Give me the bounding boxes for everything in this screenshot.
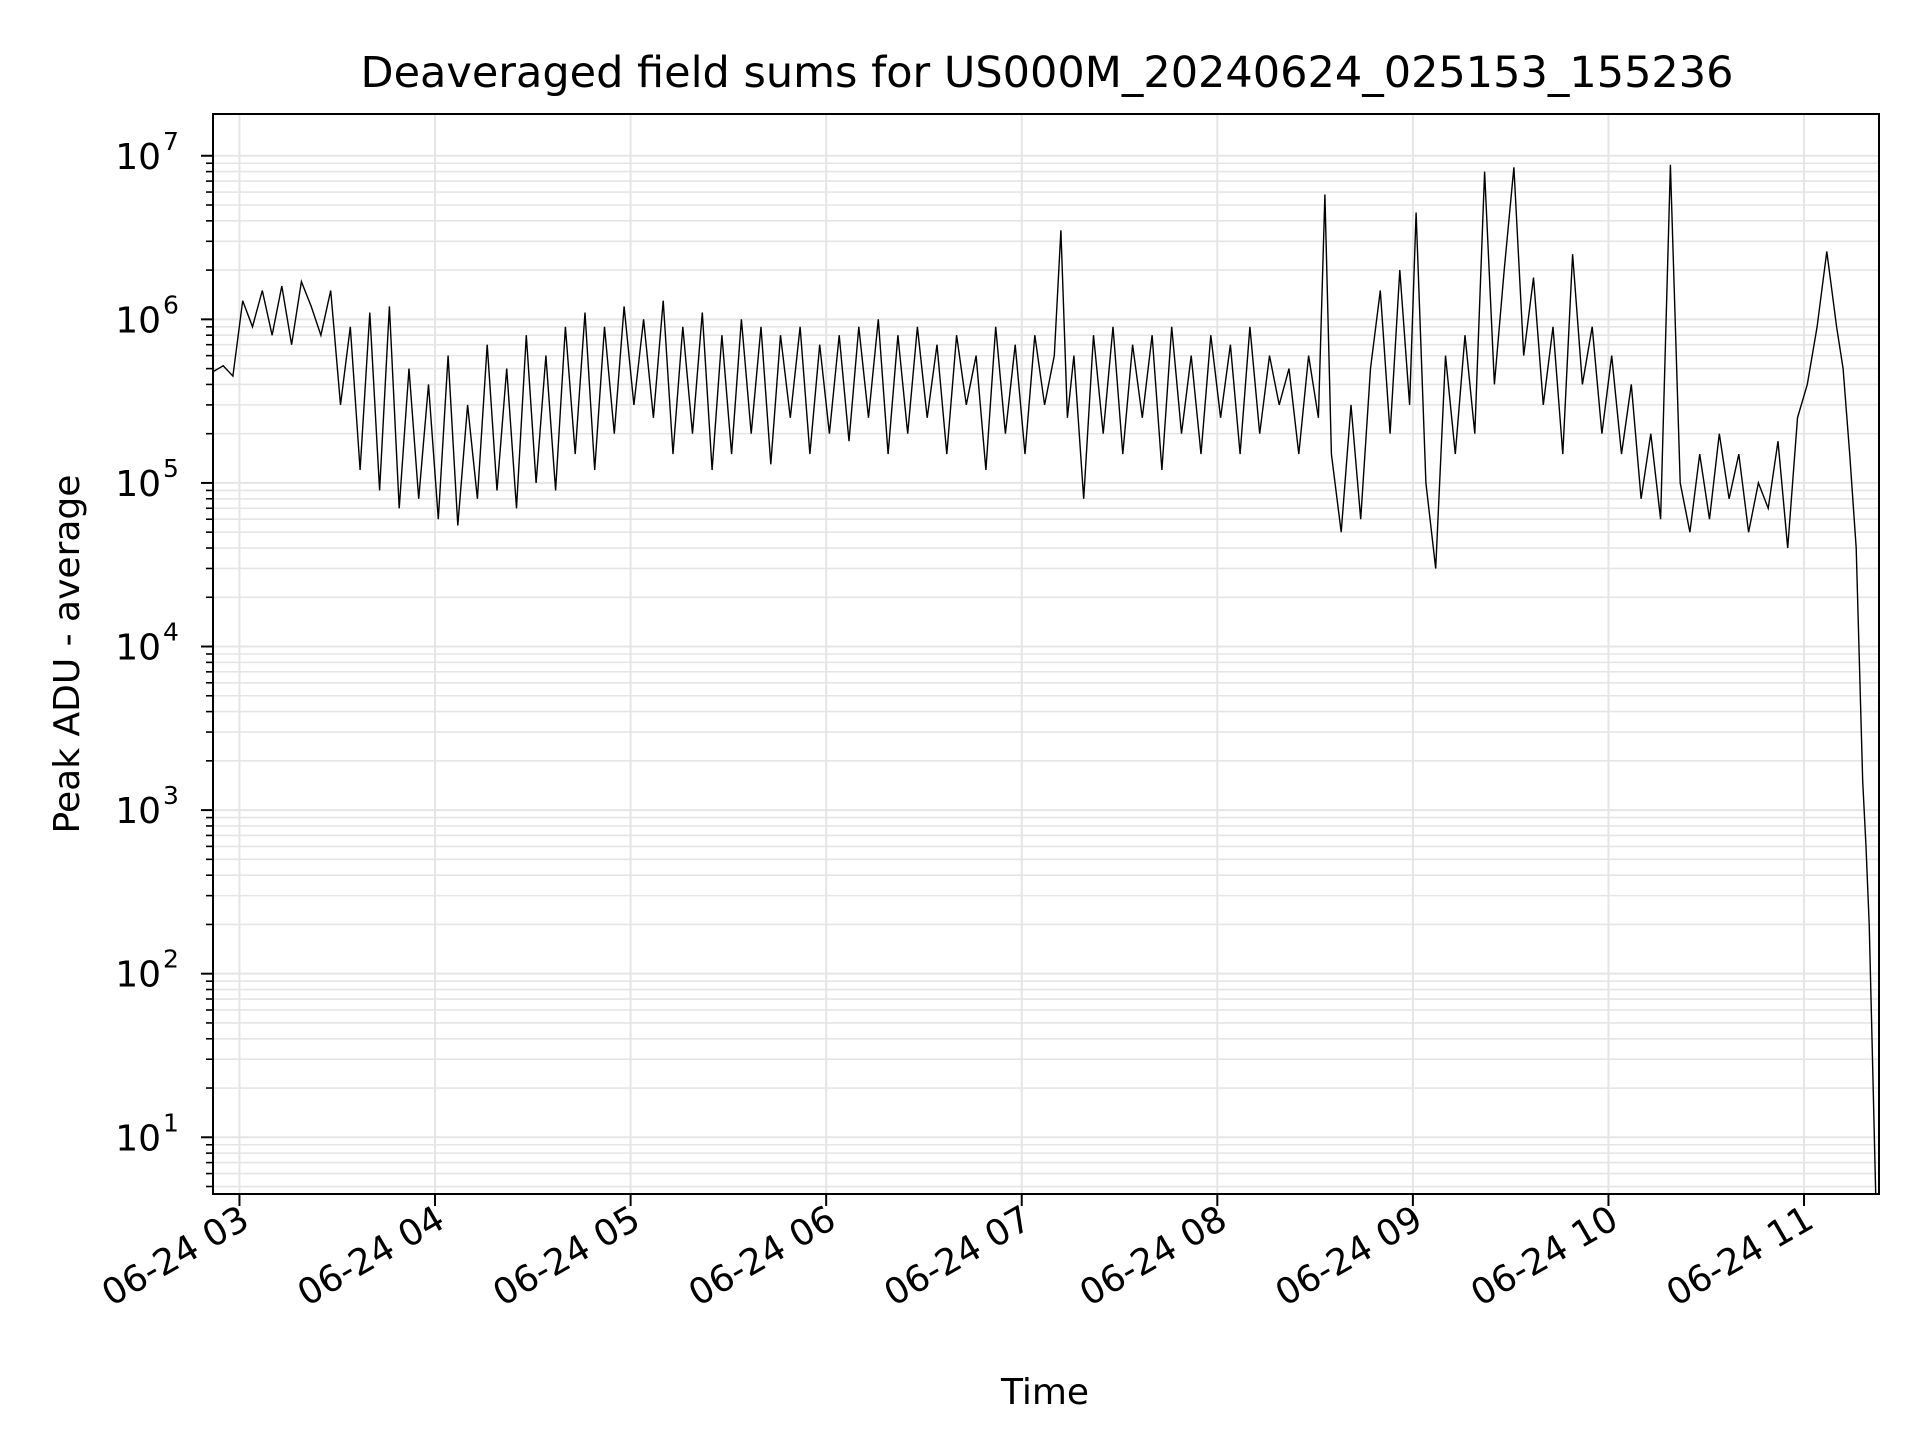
plot-frame <box>212 113 1880 1195</box>
y-tick-label: 10 <box>115 955 161 996</box>
y-tick-label: 10 <box>115 628 161 669</box>
y-tick-exponent: 7 <box>163 127 179 156</box>
y-tick-exponent: 4 <box>163 618 179 647</box>
y-tick-exponent: 2 <box>163 945 179 974</box>
major-gridlines-y <box>213 154 1879 1139</box>
y-axis-label: Peak ADU - average <box>47 475 88 834</box>
chart-title: Deaveraged field sums for US000M_2024062… <box>360 48 1733 98</box>
y-tick-exponent: 3 <box>163 781 179 810</box>
minor-gridlines <box>213 162 1879 1188</box>
x-axis-label: Time <box>1000 1372 1089 1413</box>
series-layer <box>213 164 1877 1194</box>
y-tick-label: 10 <box>115 137 161 178</box>
y-tick-exponent: 5 <box>163 454 179 483</box>
y-tick-label: 10 <box>115 791 161 832</box>
y-tick-label: 10 <box>115 464 161 505</box>
y-tick-exponent: 6 <box>163 290 179 319</box>
y-tick-label: 10 <box>115 300 161 341</box>
y-tick-label: 10 <box>115 1118 161 1159</box>
y-tick-exponent: 1 <box>163 1108 179 1137</box>
series-line <box>213 164 1877 1194</box>
